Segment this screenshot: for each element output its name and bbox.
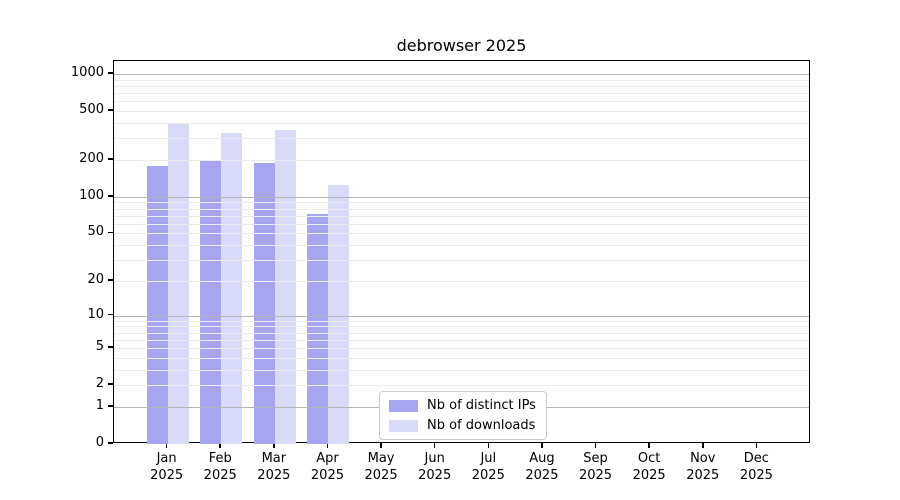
y-tick-label-5: 5: [95, 339, 104, 355]
bar-mar-distinct-ips: [253, 163, 275, 444]
bar-apr-distinct-ips: [307, 214, 329, 444]
y-tick-label-200: 200: [79, 151, 104, 167]
grid-line-minor: [114, 111, 809, 113]
grid-line-minor: [114, 123, 809, 125]
legend-label-downloads: Nb of downloads: [427, 418, 536, 433]
bar-apr-downloads: [328, 184, 350, 444]
legend-item-distinct-ips: Nb of distinct IPs: [389, 398, 536, 413]
y-tick-label-20: 20: [87, 271, 104, 287]
x-tick-mark: [165, 443, 168, 448]
legend-swatch-downloads-icon: [389, 419, 418, 432]
x-tick-label-jul-2025: Jul 2025: [471, 451, 505, 483]
y-tick-mark: [108, 313, 113, 316]
grid-line-minor: [114, 101, 809, 103]
x-tick-label-aug-2025: Aug 2025: [525, 451, 559, 483]
y-tick-label-1: 1: [95, 397, 104, 413]
y-tick-mark: [108, 279, 113, 281]
y-tick-mark: [108, 442, 113, 444]
grid-line-minor: [114, 79, 809, 81]
x-tick-label-jun-2025: Jun 2025: [418, 451, 452, 483]
x-tick-mark: [380, 443, 382, 448]
grid-line-minor: [114, 138, 809, 140]
x-tick-mark: [541, 443, 543, 448]
legend-label-distinct-ips: Nb of distinct IPs: [427, 398, 536, 413]
bar-feb-distinct-ips: [200, 161, 222, 444]
bar-jan-distinct-ips: [146, 166, 168, 444]
x-tick-mark: [701, 443, 704, 448]
x-tick-mark: [433, 443, 436, 448]
y-tick-label-0: 0: [95, 435, 104, 450]
bar-jan-downloads: [167, 123, 189, 444]
x-tick-label-apr-2025: Apr 2025: [310, 451, 344, 483]
x-tick-mark: [755, 443, 758, 448]
y-tick-mark: [108, 195, 113, 197]
x-tick-mark: [594, 443, 597, 448]
y-tick-mark: [108, 383, 113, 385]
grid-line-major: [114, 74, 809, 76]
y-tick-label-10: 10: [87, 306, 104, 322]
y-tick-label-500: 500: [79, 102, 104, 118]
chart-title: debrowser 2025: [396, 36, 527, 55]
x-tick-label-may-2025: May 2025: [364, 451, 398, 483]
x-tick-mark: [648, 443, 650, 448]
grid-line-minor: [114, 85, 809, 87]
legend-swatch-distinct-ips-icon: [389, 399, 418, 412]
y-tick-label-1000: 1000: [70, 65, 104, 81]
y-tick-mark: [108, 109, 113, 111]
y-tick-label-50: 50: [87, 224, 104, 240]
y-tick-mark: [108, 231, 113, 234]
x-tick-mark: [273, 443, 275, 448]
x-tick-label-feb-2025: Feb 2025: [203, 451, 237, 483]
bar-feb-downloads: [221, 133, 243, 444]
x-tick-label-oct-2025: Oct 2025: [632, 451, 666, 483]
x-tick-label-dec-2025: Dec 2025: [739, 451, 773, 483]
x-tick-mark: [487, 443, 490, 448]
legend: Nb of distinct IPs Nb of downloads: [379, 391, 547, 440]
y-tick-label-2: 2: [95, 376, 104, 392]
plot-area: Nb of distinct IPs Nb of downloads: [113, 60, 810, 444]
y-tick-mark: [108, 72, 113, 74]
x-tick-label-mar-2025: Mar 2025: [257, 451, 291, 483]
y-tick-mark: [108, 405, 113, 407]
legend-item-downloads: Nb of downloads: [389, 418, 536, 433]
x-tick-mark: [219, 443, 222, 448]
x-tick-label-sep-2025: Sep 2025: [578, 451, 613, 483]
y-tick-label-100: 100: [79, 187, 104, 203]
x-tick-mark: [326, 443, 329, 448]
y-tick-mark: [108, 346, 113, 348]
x-tick-label-nov-2025: Nov 2025: [686, 451, 720, 483]
x-tick-label-jan-2025: Jan 2025: [150, 451, 184, 483]
bar-mar-downloads: [274, 129, 296, 444]
grid-line-minor: [114, 93, 809, 95]
y-tick-mark: [108, 158, 113, 160]
